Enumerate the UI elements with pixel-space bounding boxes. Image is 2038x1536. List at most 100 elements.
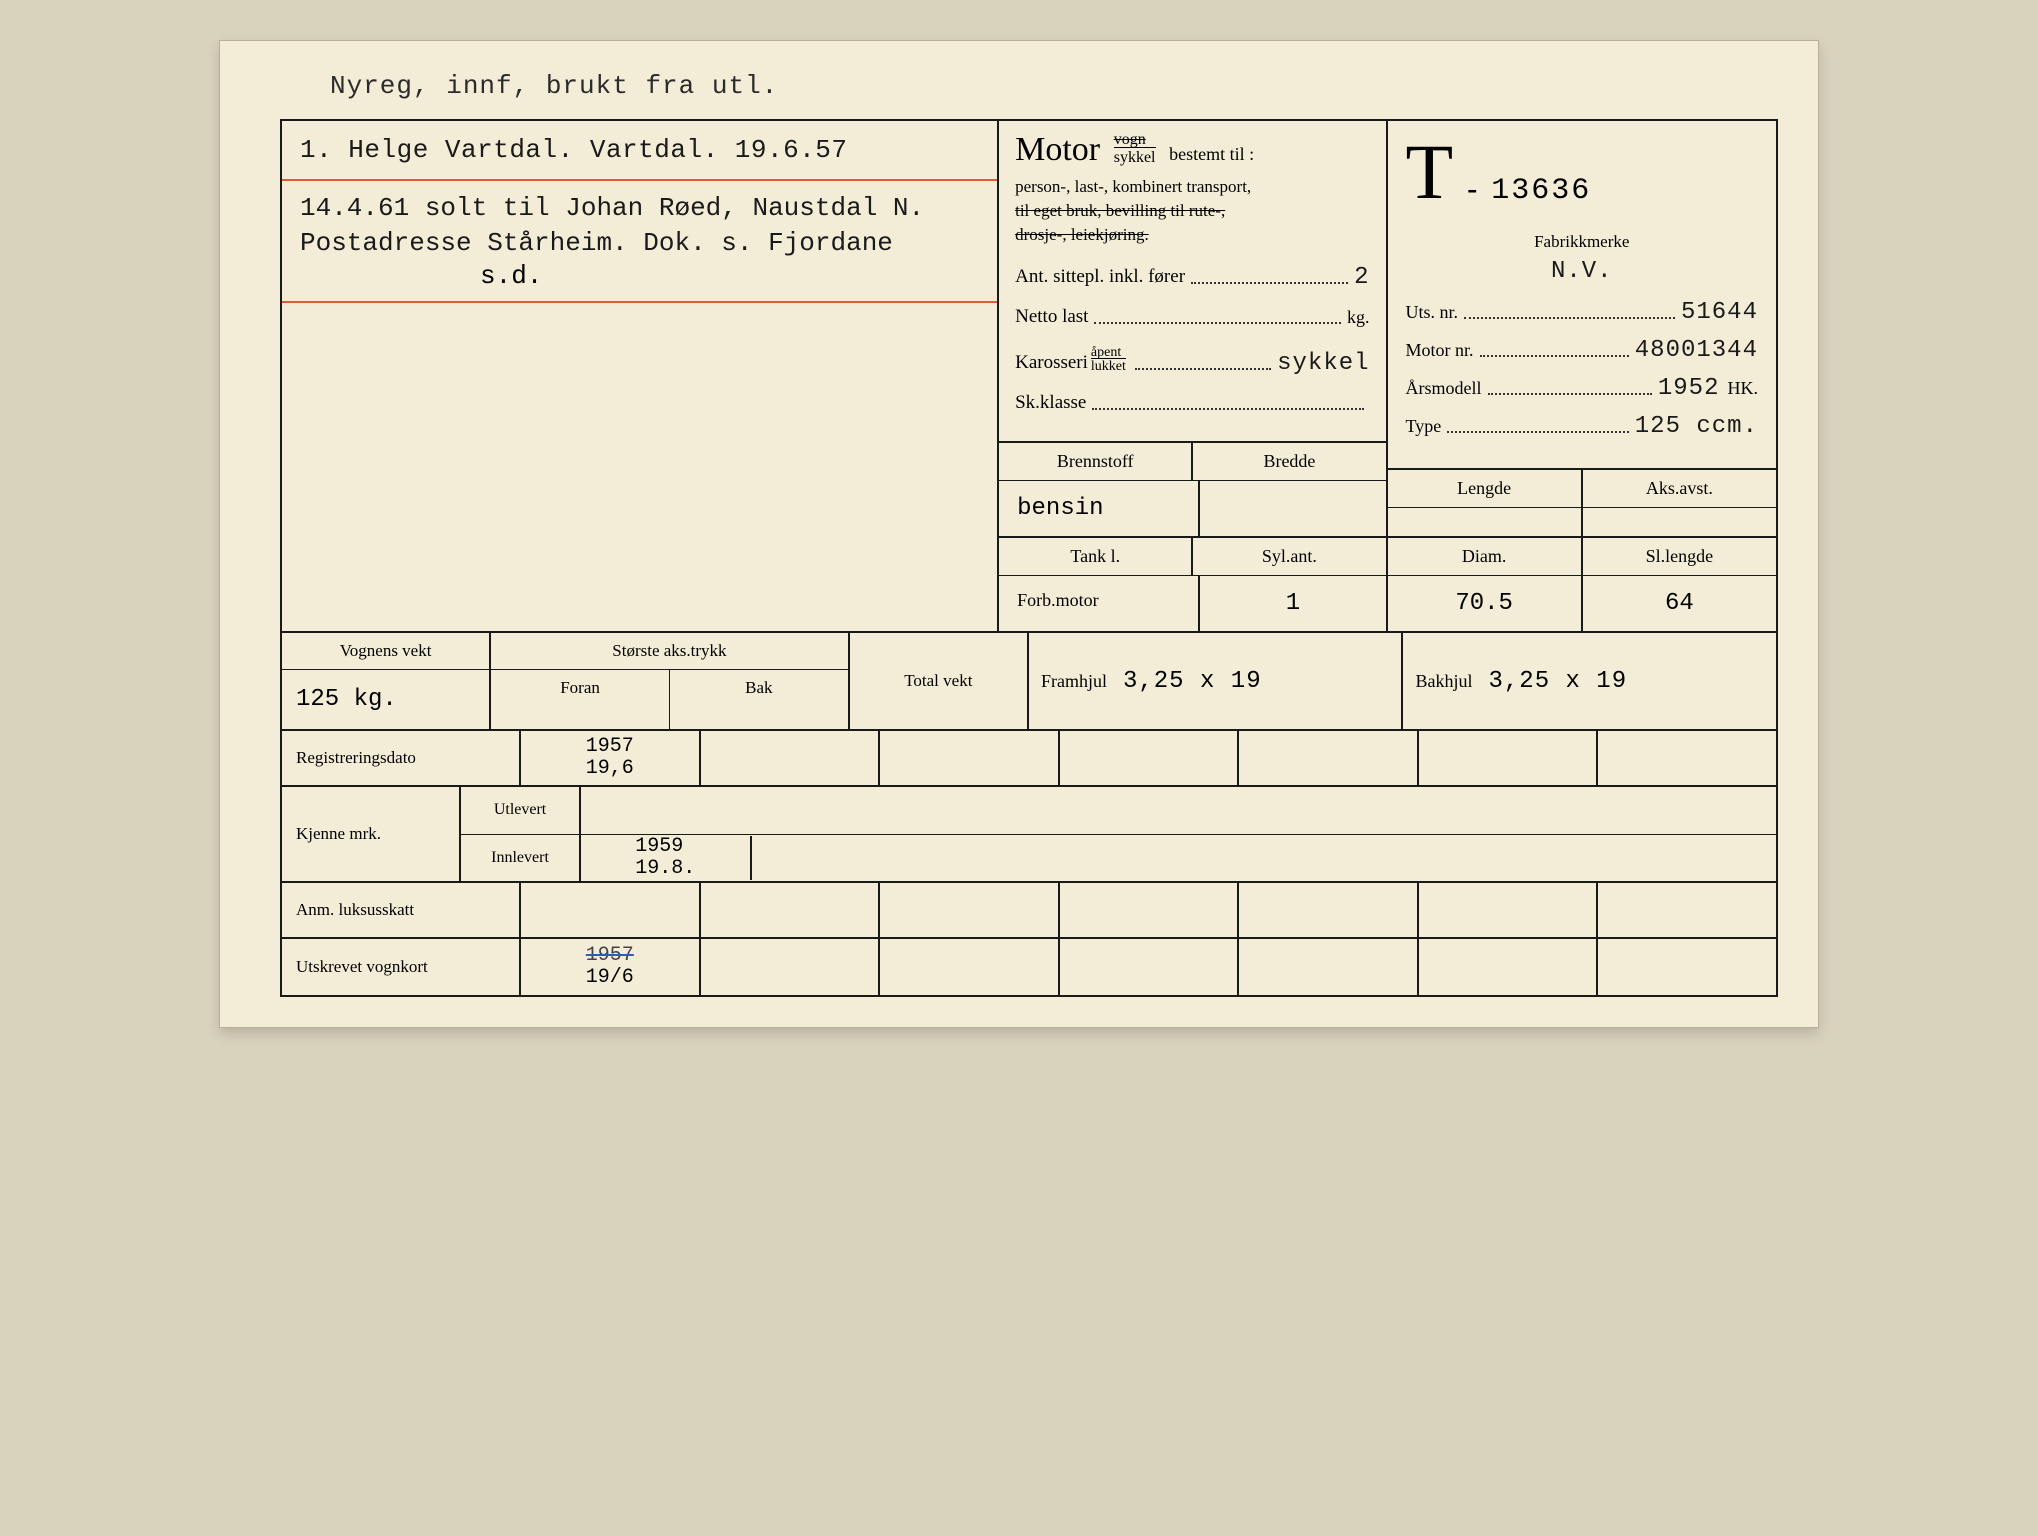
h-sllengde: Sl.lengde — [1583, 538, 1776, 575]
karosseri-lukket: lukket — [1091, 358, 1126, 374]
h-bredde: Bredde — [1193, 443, 1385, 480]
spec-top-headers: Brennstoff Bredde — [999, 443, 1385, 481]
netto-unit: kg. — [1347, 307, 1370, 328]
vognkort-5 — [1239, 939, 1419, 995]
vognkort-3 — [880, 939, 1060, 995]
spec-bot-values-r: 70.5 64 — [1388, 576, 1776, 631]
anm-5 — [1239, 883, 1419, 937]
sitteplasser-row: Ant. sittepl. inkl. fører 2 — [1015, 264, 1369, 288]
fram-label: Framhjul — [1041, 671, 1107, 692]
regdato-top: 1957 — [586, 736, 634, 758]
motor-sykkel-fraction: vogn sykkel — [1114, 131, 1156, 166]
red-line-1 — [282, 179, 997, 181]
karosseri-label: Karosseri — [1015, 352, 1088, 374]
motor-desc-1: til eget bruk, bevilling til rute-, — [1015, 201, 1225, 220]
col-aks: Største aks.trykk Foran Bak — [491, 633, 850, 729]
regdato-cell-2 — [701, 731, 881, 785]
aks-label: Største aks.trykk — [491, 633, 848, 670]
sittepl-label: Ant. sittepl. inkl. fører — [1015, 266, 1185, 288]
skklasse-label: Sk.klasse — [1015, 392, 1086, 414]
regdato-cell-1: 1957 19,6 — [521, 731, 701, 785]
motor-bestemt-til: bestemt til : — [1169, 144, 1254, 164]
spec-top-headers-r: Lengde Aks.avst. — [1388, 470, 1776, 508]
motor-nr-row: Motor nr. 48001344 — [1406, 337, 1758, 361]
fram-val: 3,25 x 19 — [1123, 668, 1262, 695]
h-aksavst: Aks.avst. — [1583, 470, 1776, 507]
owner-line3: s.d. — [480, 261, 979, 291]
anm-2 — [701, 883, 881, 937]
spec-block-right: Lengde Aks.avst. Diam. Sl.lengde 70.5 64 — [1388, 470, 1776, 631]
vogn-label: Vognens vekt — [282, 633, 489, 670]
v-lengde — [1388, 508, 1583, 536]
bottom-table: Registreringsdato 1957 19,6 — [282, 731, 1776, 995]
top-row: 1. Helge Vartdal. Vartdal. 19.6.57 14.4.… — [282, 121, 1776, 633]
aar-label: Årsmodell — [1406, 378, 1482, 399]
owner-box: 1. Helge Vartdal. Vartdal. 19.6.57 14.4.… — [282, 121, 999, 631]
motor-vogn-struck: vogn — [1114, 131, 1146, 148]
kjenne-label: Kjenne mrk. — [282, 787, 461, 881]
regdato-bot: 19,6 — [586, 758, 634, 780]
spec-bot-values: Forb.motor 1 — [999, 576, 1385, 631]
motor-desc-2: drosje-, leiekjøring. — [1015, 225, 1149, 244]
weight-row: Vognens vekt 125 kg. Største aks.trykk F… — [282, 633, 1776, 731]
motor-details: Motor vogn sykkel bestemt til : person-,… — [999, 121, 1385, 443]
vognkort-1: 1957 19/6 — [521, 939, 701, 995]
fabrikk-label: Fabrikkmerke — [1406, 232, 1758, 252]
aar-val: 1952 — [1658, 375, 1720, 402]
utlevert-label: Utlevert — [461, 787, 579, 835]
reg-letter: T — [1406, 137, 1454, 207]
registration-card: Nyreg, innf, brukt fra utl. 1. Helge Var… — [219, 40, 1819, 1028]
innlevert-label: Innlevert — [461, 835, 579, 882]
vognkort-bot: 19/6 — [586, 967, 634, 989]
aar-unit: HK. — [1727, 378, 1758, 399]
type-val: 125 ccm. — [1635, 413, 1758, 440]
v-brennstoff: bensin — [999, 481, 1200, 536]
motor-desc-0: person-, last-, kombinert transport, — [1015, 177, 1251, 196]
uts-row: Uts. nr. 51644 — [1406, 299, 1758, 323]
aarsmodell-row: Årsmodell 1952 HK. — [1406, 375, 1758, 399]
vogn-val: 125 kg. — [282, 670, 489, 729]
bakhjul: Bakhjul 3,25 x 19 — [1403, 633, 1776, 729]
v-sllengde: 64 — [1583, 576, 1776, 631]
anm-3 — [880, 883, 1060, 937]
foran-label: Foran — [491, 670, 669, 706]
framhjul: Framhjul 3,25 x 19 — [1029, 633, 1404, 729]
fabrikk-val: N.V. — [1551, 258, 1613, 285]
karosseri-val: sykkel — [1277, 350, 1369, 377]
spec-top-values: bensin — [999, 481, 1385, 538]
vognkort-label: Utskrevet vognkort — [282, 939, 521, 995]
motor-fields: Ant. sittepl. inkl. fører 2 Netto last k… — [1015, 264, 1369, 414]
reg-box: T - 13636 Fabrikkmerke N.V. Uts. nr. 516… — [1388, 121, 1776, 631]
anm-1 — [521, 883, 701, 937]
sittepl-val: 2 — [1354, 264, 1369, 291]
h-brennstoff: Brennstoff — [999, 443, 1193, 480]
motor-nr-val: 48001344 — [1635, 337, 1758, 364]
type-row: Type 125 ccm. — [1406, 413, 1758, 437]
regdato-label: Registreringsdato — [282, 731, 521, 785]
reg-details: T - 13636 Fabrikkmerke N.V. Uts. nr. 516… — [1388, 121, 1776, 470]
main-grid: 1. Helge Vartdal. Vartdal. 19.6.57 14.4.… — [280, 119, 1778, 997]
vognkort-7 — [1598, 939, 1776, 995]
netto-label: Netto last — [1015, 306, 1088, 328]
spec-bot-headers-r: Diam. Sl.lengde — [1388, 538, 1776, 576]
row-vognkort: Utskrevet vognkort 1957 19/6 — [282, 939, 1776, 995]
regdato-cell-5 — [1239, 731, 1419, 785]
h-diam: Diam. — [1388, 538, 1583, 575]
innlevert-1: 1959 19.8. — [581, 836, 752, 880]
anm-6 — [1419, 883, 1599, 937]
col-vognvekt: Vognens vekt 125 kg. — [282, 633, 491, 729]
h-lengde: Lengde — [1388, 470, 1583, 507]
motor-nr-label: Motor nr. — [1406, 340, 1474, 361]
uts-val: 51644 — [1681, 299, 1758, 326]
bak-label: Bakhjul — [1415, 671, 1472, 692]
spec-block: Brennstoff Bredde bensin Tank l. Syl.ant… — [999, 443, 1385, 631]
row-kjennemrk: Kjenne mrk. Utlevert Innlevert — [282, 787, 1776, 883]
type-label: Type — [1406, 416, 1442, 437]
karosseri-sub: åpent lukket — [1091, 346, 1126, 374]
anm-7 — [1598, 883, 1776, 937]
regdato-cell-6 — [1419, 731, 1599, 785]
innlevert-top: 1959 — [635, 836, 695, 858]
motor-desc: person-, last-, kombinert transport, til… — [1015, 175, 1369, 246]
uts-label: Uts. nr. — [1406, 302, 1459, 323]
col-total: Total vekt — [850, 633, 1029, 729]
